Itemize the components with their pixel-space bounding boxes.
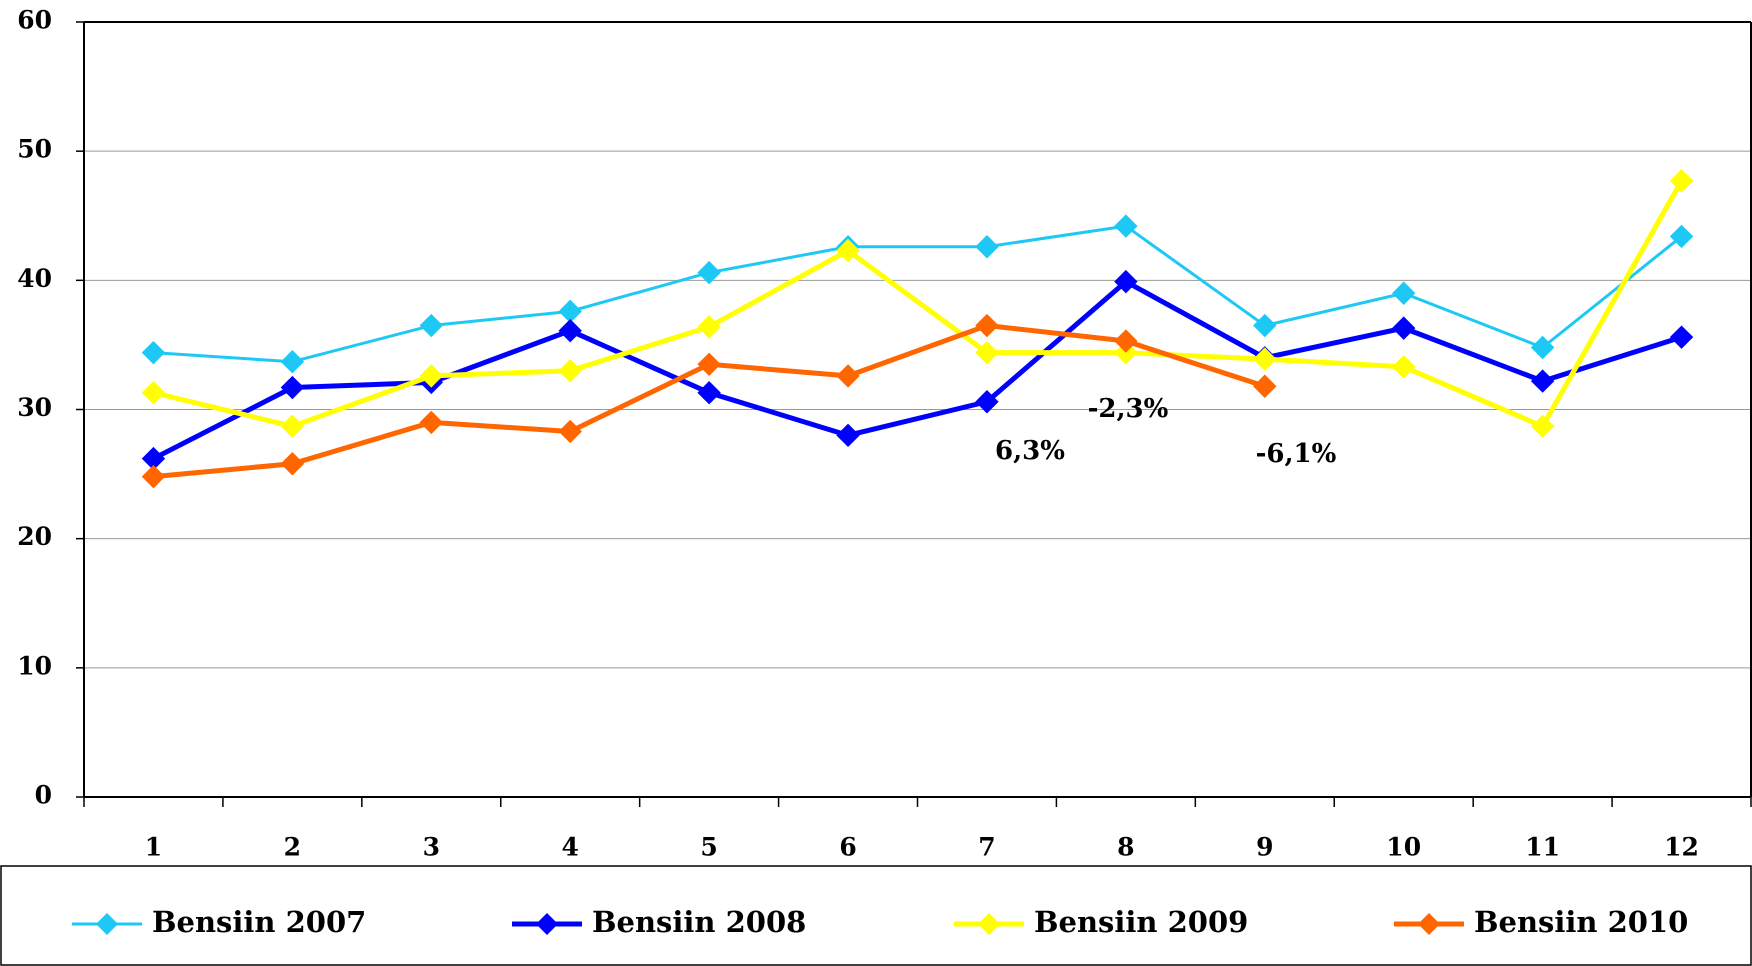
- legend-marker: [536, 913, 558, 935]
- data-point: [558, 359, 582, 383]
- y-tick-label: 60: [17, 6, 52, 35]
- legend-label: Bensiin 2007: [152, 905, 366, 939]
- data-point: [280, 350, 305, 374]
- data-point: [419, 364, 443, 388]
- data-point: [141, 340, 166, 365]
- data-point: [697, 381, 721, 405]
- data-point: [1253, 313, 1277, 338]
- data-point: [141, 381, 166, 405]
- legend-label: Bensiin 2008: [592, 905, 806, 939]
- legend-label: Bensiin 2010: [1474, 905, 1688, 939]
- data-point: [1114, 214, 1138, 238]
- series-line: [153, 224, 1683, 364]
- annotation: -2,3%: [1088, 394, 1169, 424]
- series-line: [152, 179, 1684, 429]
- y-tick-label: 50: [17, 135, 52, 164]
- data-point: [280, 375, 305, 400]
- x-tick-label: 1: [145, 833, 162, 862]
- data-point: [697, 260, 721, 285]
- x-tick-label: 7: [978, 833, 995, 862]
- y-tick-label: 40: [17, 264, 52, 293]
- data-point: [1392, 281, 1416, 305]
- data-point: [975, 313, 999, 338]
- data-point: [1392, 316, 1416, 340]
- legend-marker: [96, 913, 118, 935]
- annotation: 6,3%: [995, 436, 1065, 466]
- annotation: -6,1%: [1256, 439, 1337, 469]
- data-point: [1253, 347, 1277, 371]
- x-tick-label: 5: [700, 833, 717, 862]
- x-tick-label: 9: [1256, 833, 1273, 862]
- data-point: [419, 410, 443, 435]
- y-tick-label: 20: [17, 522, 52, 551]
- data-point: [836, 238, 860, 263]
- x-tick-label: 3: [423, 833, 440, 862]
- data-point: [1114, 269, 1138, 294]
- data-point: [558, 419, 582, 444]
- x-tick-label: 11: [1525, 833, 1560, 862]
- data-point: [836, 364, 860, 388]
- data-point: [558, 319, 582, 343]
- x-tick-label: 8: [1117, 833, 1134, 862]
- x-tick-label: 4: [562, 833, 579, 862]
- data-point: [1669, 169, 1694, 193]
- data-point: [975, 235, 999, 259]
- y-tick-label: 10: [17, 651, 52, 680]
- data-point: [280, 452, 305, 476]
- data-point: [975, 390, 999, 414]
- y-tick-label: 30: [17, 393, 52, 422]
- y-tick-label: 0: [35, 781, 52, 810]
- data-point: [1530, 369, 1555, 393]
- data-point: [697, 352, 721, 376]
- data-point: [1392, 355, 1416, 379]
- x-tick-label: 12: [1664, 833, 1699, 862]
- x-tick-label: 2: [284, 833, 301, 862]
- data-point: [1669, 224, 1694, 249]
- series-line: [152, 279, 1683, 461]
- data-point: [1114, 329, 1138, 353]
- data-point: [1530, 414, 1555, 438]
- data-point: [1669, 325, 1694, 349]
- legend-label: Bensiin 2009: [1034, 905, 1248, 939]
- data-point: [975, 340, 999, 365]
- x-tick-label: 6: [839, 833, 856, 862]
- data-point: [1530, 335, 1555, 360]
- data-point: [836, 423, 860, 448]
- data-point: [141, 464, 166, 489]
- legend-box: [0, 865, 1752, 966]
- x-tick-label: 10: [1386, 833, 1421, 862]
- data-point: [1253, 374, 1277, 398]
- data-point: [280, 414, 305, 438]
- legend-marker: [978, 913, 1000, 935]
- data-point: [697, 315, 721, 339]
- legend-marker: [1418, 913, 1440, 935]
- data-point: [419, 313, 443, 338]
